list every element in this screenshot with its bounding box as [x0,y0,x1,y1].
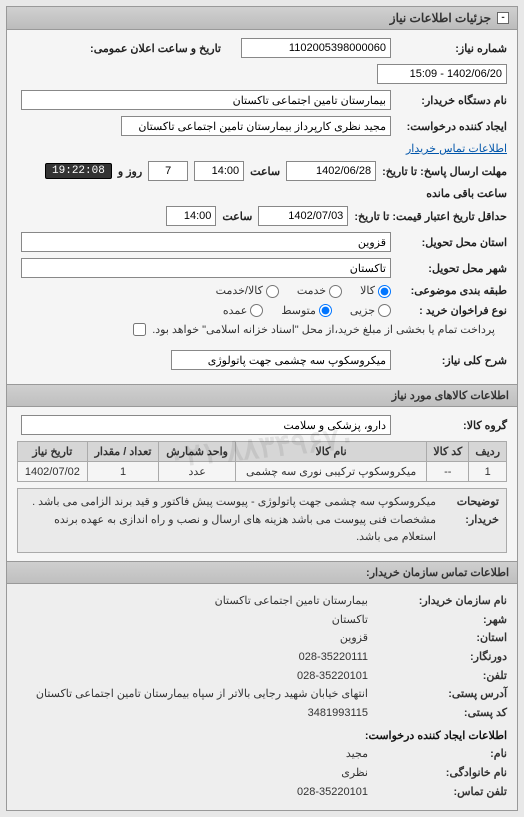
panel-title: جزئیات اطلاعات نیاز [390,11,491,25]
creator-title: اطلاعات ایجاد کننده درخواست: [17,727,507,746]
need-title-field [171,350,391,370]
c-province: قزوین [340,629,368,648]
deadline-time-field [194,161,244,181]
payment-note-checkbox[interactable] [133,323,146,336]
delivery-province-field [21,232,391,252]
deadline-date-field [286,161,376,181]
c-org: بیمارستان تامین اجتماعی تاکستان [215,592,368,611]
contact-section-title: اطلاعات تماس سازمان خریدار: [7,561,517,584]
table-header: نام کالا [235,442,426,462]
class-goods-radio[interactable]: کالا [360,284,391,298]
c-fax: 028-35220111 [299,648,368,667]
c-address: انتهای خیابان شهید رجایی بالاتر از سپاه … [36,685,368,704]
validity-time-field [166,206,216,226]
c-family: نظری [341,764,368,783]
class-service-radio[interactable]: خدمت [297,284,342,298]
buyer-org-label: نام دستگاه خریدار: [397,94,507,107]
priority-label: نوع فراخوان خريد : [397,304,507,317]
payment-note: پرداخت تمام یا بخشی از مبلغ خرید،از محل … [152,323,495,336]
requester-label: ایجاد کننده درخواست: [397,120,507,133]
remaining-suffix: ساعت باقی مانده [426,187,507,200]
requester-field [121,116,391,136]
remaining-days-field [148,161,188,181]
c-cphone-label: تلفن تماس: [372,783,507,802]
c-postal: 3481993115 [308,704,368,723]
need-details-panel: - جزئیات اطلاعات نیاز شماره نیاز: تاریخ … [6,6,518,811]
need-title-label: شرح کلی نیاز: [397,354,507,367]
time-label-1: ساعت [250,165,280,178]
validity-label: حداقل تاریخ اعتبار قیمت: تا تاریخ: [354,210,507,223]
panel-header: - جزئیات اطلاعات نیاز [7,7,517,30]
validity-date-field [258,206,348,226]
table-row: 1--میکروسکوپ ترکیبی نوری سه چشمیعدد11402… [18,462,507,482]
items-section-title: اطلاعات کالاهای مورد نیاز [7,384,517,407]
c-cphone: 028-35220101 [297,783,368,802]
priority-high-radio[interactable]: عمده [223,304,263,318]
public-announce-field [377,64,507,84]
priority-mid-radio[interactable]: متوسط [281,304,332,318]
c-phone-label: تلفن: [372,667,507,686]
remaining-timer: 19:22:08 [45,163,112,179]
c-province-label: استان: [372,629,507,648]
c-name: مجید [346,745,368,764]
group-value-field [21,415,391,435]
c-family-label: نام خانوادگی: [372,764,507,783]
contact-block: نام سازمان خریدار:بیمارستان تامین اجتماع… [7,584,517,810]
table-header: واحد شمارش [159,442,236,462]
remaining-days-label: روز و [118,165,142,178]
desc-text: میکروسکوپ سه چشمی جهت پاتولوژی - پیوست پ… [25,494,436,547]
need-number-label: شماره نیاز: [397,42,507,55]
class-label: طبقه بندی موضوعی: [397,284,507,297]
table-header: کد کالا [427,442,469,462]
c-postal-label: کد پستی: [372,704,507,723]
collapse-icon[interactable]: - [497,12,509,24]
time-label-2: ساعت [222,210,252,223]
class-both-radio[interactable]: کالا/خدمت [216,284,279,298]
delivery-city-label: شهر محل تحویل: [397,262,507,275]
delivery-city-field [21,258,391,278]
c-city: تاکستان [332,611,368,630]
table-header: ردیف [469,442,507,462]
group-label: گروه کالا: [397,419,507,432]
need-number-field [241,38,391,58]
c-city-label: شهر: [372,611,507,630]
table-header: تعداد / مقدار [87,442,159,462]
c-name-label: نام: [372,745,507,764]
deadline-label: مهلت ارسال پاسخ: تا تاریخ: [382,165,507,178]
c-fax-label: دورنگار: [372,648,507,667]
delivery-province-label: استان محل تحویل: [397,236,507,249]
c-address-label: آدرس پستی: [372,685,507,704]
table-header: تاریخ نیاز [18,442,88,462]
c-org-label: نام سازمان خریدار: [372,592,507,611]
public-announce-label: تاریخ و ساعت اعلان عمومی: [90,42,221,55]
items-table: ردیفکد کالانام کالاواحد شمارشتعداد / مقد… [17,441,507,482]
c-phone: 028-35220101 [297,667,368,686]
buyer-description-box: توضیحات خریدار: میکروسکوپ سه چشمی جهت پا… [17,488,507,553]
buyer-contact-link[interactable]: اطلاعات تماس خریدار [406,142,507,155]
desc-label: توضیحات خریدار: [444,494,499,547]
buyer-org-field [21,90,391,110]
priority-low-radio[interactable]: جزیی [350,304,391,318]
